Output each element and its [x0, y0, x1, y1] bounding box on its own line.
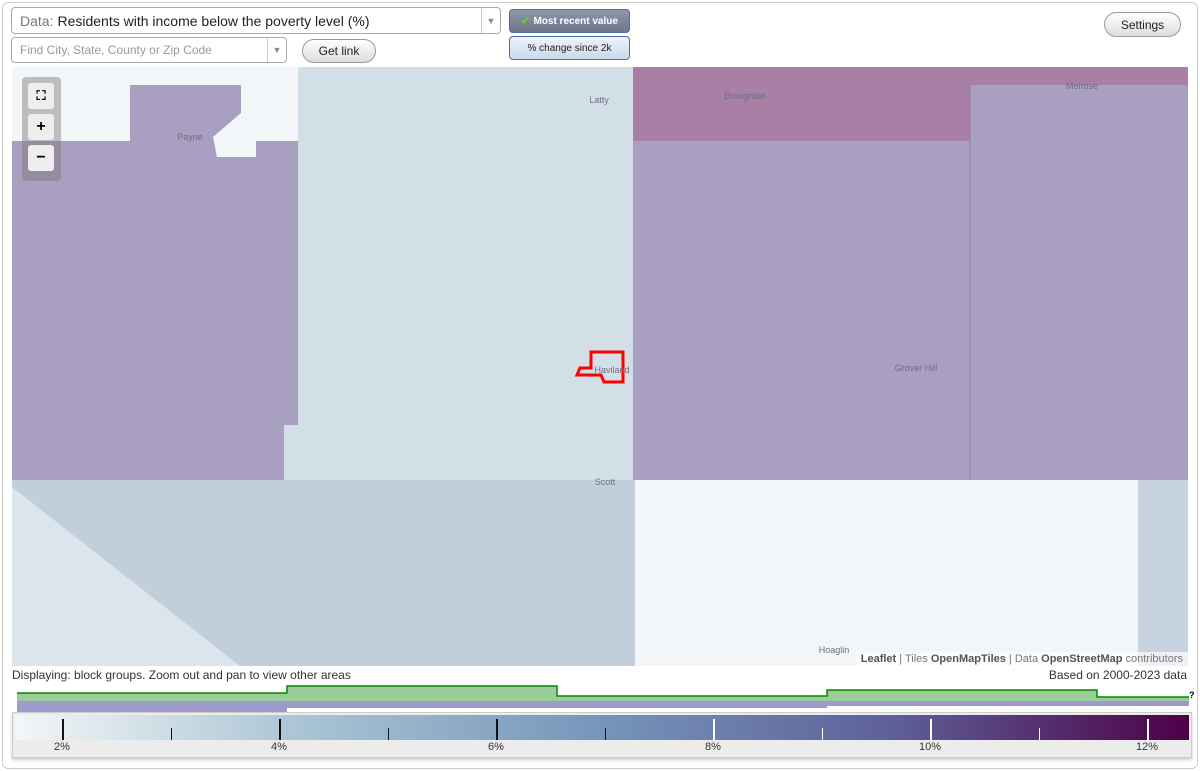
legend-minor-tick	[170, 728, 172, 740]
legend-tick-label: 10%	[918, 741, 942, 753]
region-melrose	[970, 85, 1188, 480]
map-attribution: Leaflet | Tiles OpenMapTiles | Data Open…	[855, 652, 1188, 666]
data-prefix: Data	[1014, 653, 1039, 665]
change-toggle[interactable]: % change since 2k	[509, 36, 630, 60]
legend-gradient	[15, 715, 1189, 740]
data-prefix: Data:	[20, 12, 54, 29]
place-label: Melrose	[1065, 81, 1099, 91]
legend-major-tick	[279, 719, 281, 740]
legend-minor-tick	[821, 728, 823, 740]
history-strip	[17, 685, 1189, 712]
map-regions	[12, 67, 1188, 666]
displaying-status: Displaying: block groups. Zoom out and p…	[12, 668, 351, 682]
legend-tick-label: 12%	[1135, 741, 1159, 753]
place-label: Payne	[177, 132, 203, 142]
legend-tick-label: 4%	[271, 741, 287, 753]
region-center-notch	[284, 425, 298, 480]
place-label: Grover Hill	[894, 363, 938, 373]
get-link-button[interactable]: Get link	[302, 39, 376, 63]
legend-minor-tick	[387, 728, 389, 740]
osm-link[interactable]: OpenStreetMap	[1041, 653, 1123, 665]
place-label: Hoaglin	[818, 645, 850, 655]
region-southwest	[12, 487, 240, 666]
data-select[interactable]: Data: Residents with income below the po…	[11, 7, 501, 34]
zoom-out-button[interactable]: −	[28, 145, 54, 171]
tiles-prefix: Tiles	[904, 653, 928, 665]
leaflet-link[interactable]: Leaflet	[860, 653, 897, 665]
zoom-in-button[interactable]: +	[28, 114, 54, 140]
chevron-down-icon[interactable]: ▼	[481, 8, 500, 33]
legend-major-tick	[930, 719, 932, 740]
legend-major-tick	[62, 719, 64, 740]
legend-major-tick	[713, 719, 715, 740]
most-recent-label: Most recent value	[533, 15, 618, 27]
legend-minor-tick	[604, 728, 606, 740]
help-icon[interactable]: ?	[1189, 690, 1195, 700]
legend-major-tick	[1147, 719, 1149, 740]
selected-area-outline	[574, 350, 625, 384]
contributors: contributors	[1125, 653, 1183, 665]
legend: 2% 4% 6% 8% 10% 12%	[12, 712, 1192, 758]
data-range-note: Based on 2000-2023 data	[1048, 668, 1187, 682]
check-icon: ✔	[521, 15, 530, 27]
legend-major-tick	[496, 719, 498, 740]
region-center	[298, 67, 633, 480]
location-search[interactable]: Find City, State, County or Zip Code ▼	[11, 37, 287, 63]
fullscreen-button[interactable]: ⛶	[28, 83, 54, 109]
search-placeholder: Find City, State, County or Zip Code	[20, 43, 212, 57]
place-label: Scott	[594, 477, 616, 487]
region-east	[1138, 480, 1188, 666]
place-label: Broughton	[724, 91, 766, 101]
region-payne	[12, 85, 298, 480]
legend-tick-label: 8%	[705, 741, 721, 753]
map[interactable]: Latty Broughton Melrose Payne Haviland G…	[12, 67, 1188, 666]
openmaptiles-link[interactable]: OpenMapTiles	[930, 653, 1006, 665]
zoom-controls: ⛶ + −	[22, 77, 61, 181]
chevron-down-icon[interactable]: ▼	[267, 38, 286, 62]
place-label: Haviland	[594, 365, 630, 375]
most-recent-toggle[interactable]: ✔ Most recent value	[509, 9, 630, 33]
region-melrose-strip	[970, 67, 1188, 85]
region-broughton	[633, 67, 970, 141]
legend-tick-label: 2%	[54, 741, 70, 753]
place-label: Latty	[589, 95, 609, 105]
legend-minor-tick	[1038, 728, 1040, 740]
legend-tick-label: 6%	[488, 741, 504, 753]
data-value: Residents with income below the poverty …	[57, 12, 370, 29]
settings-button[interactable]: Settings	[1104, 12, 1181, 37]
region-grover-hill	[633, 141, 970, 480]
